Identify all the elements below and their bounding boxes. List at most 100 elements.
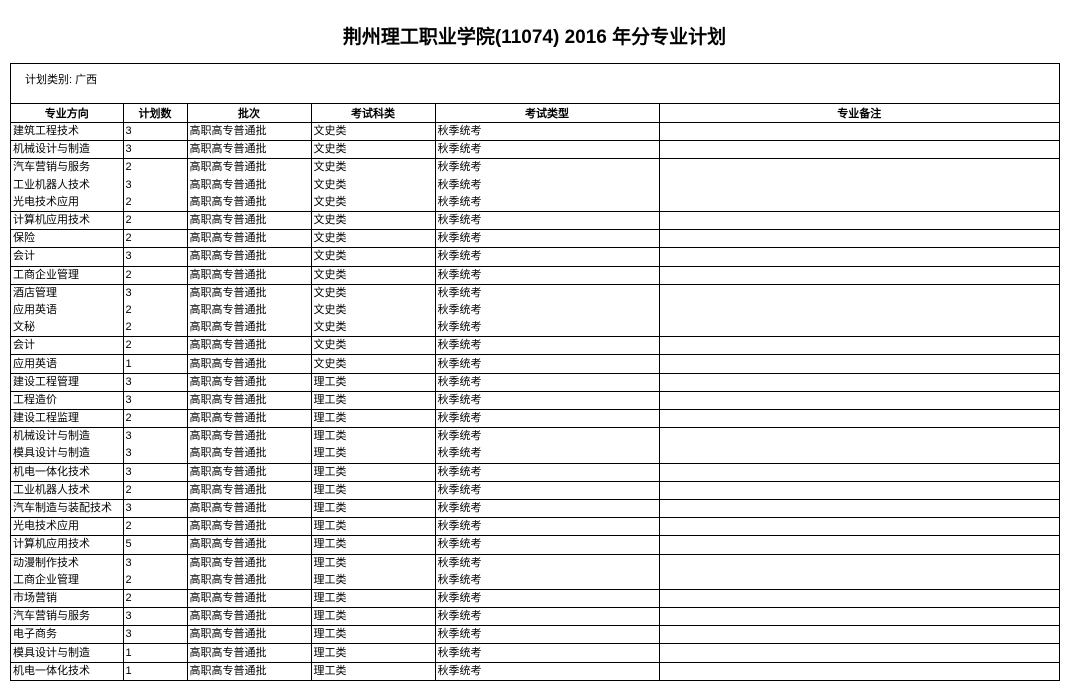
table-row: 工业机器人技术 2 高职高专普通批 理工类 秋季统考: [11, 481, 1059, 500]
cell-major: 光电技术应用: [11, 517, 124, 537]
cell-notes: [659, 229, 1059, 249]
cell-notes: [659, 247, 1059, 267]
cell-subject: 文史类: [311, 247, 436, 267]
cell-plan-count: 3: [123, 284, 188, 302]
table-row: 机电一体化技术 3 高职高专普通批 理工类 秋季统考: [11, 463, 1059, 482]
cell-subject: 文史类: [311, 158, 436, 177]
cell-major: 会计: [11, 247, 124, 267]
cell-plan-count: 2: [123, 301, 188, 320]
cell-plan-count: 3: [123, 176, 188, 194]
cell-major: 保险: [11, 229, 124, 249]
cell-batch: 高职高专普通批: [187, 122, 312, 142]
cell-batch: 高职高专普通批: [187, 662, 312, 680]
plan-category-value: 广西: [75, 74, 98, 86]
cell-exam-type: 秋季统考: [435, 607, 660, 627]
table-row: 工商企业管理 2 高职高专普通批 文史类 秋季统考: [11, 266, 1059, 285]
cell-major: 机电一体化技术: [11, 662, 124, 680]
cell-plan-count: 3: [123, 373, 188, 392]
table-row: 机械设计与制造 3 高职高专普通批 理工类 秋季统考: [11, 427, 1059, 446]
table-row: 机电一体化技术 1 高职高专普通批 理工类 秋季统考: [11, 662, 1059, 680]
cell-plan-count: 3: [123, 445, 188, 464]
cell-major: 计算机应用技术: [11, 211, 124, 231]
table-row: 电子商务 3 高职高专普通批 理工类 秋季统考: [11, 625, 1059, 645]
cell-notes: [659, 409, 1059, 429]
cell-notes: [659, 319, 1059, 338]
cell-exam-type: 秋季统考: [435, 193, 660, 212]
cell-subject: 理工类: [311, 409, 436, 429]
cell-batch: 高职高专普通批: [187, 554, 312, 572]
cell-exam-type: 秋季统考: [435, 625, 660, 645]
cell-batch: 高职高专普通批: [187, 643, 312, 663]
cell-exam-type: 秋季统考: [435, 445, 660, 464]
cell-major: 应用英语: [11, 301, 124, 320]
cell-subject: 文史类: [311, 122, 436, 142]
cell-plan-count: 2: [123, 589, 188, 609]
cell-subject: 理工类: [311, 643, 436, 663]
cell-notes: [659, 159, 1059, 177]
cell-major: 建设工程管理: [11, 373, 124, 392]
table-row: 光电技术应用 2 高职高专普通批 文史类 秋季统考: [11, 193, 1059, 212]
cell-notes: [659, 140, 1059, 160]
cell-major: 工商企业管理: [11, 571, 124, 590]
plan-category-label: 计划类别:: [25, 74, 73, 86]
header-batch: 批次: [187, 104, 312, 123]
cell-plan-count: 2: [123, 211, 188, 231]
cell-notes: [659, 177, 1059, 194]
header-notes: 专业备注: [659, 104, 1059, 123]
cell-notes: [659, 625, 1059, 645]
plan-category: 计划类别: 广西: [11, 64, 1059, 104]
cell-batch: 高职高专普通批: [187, 463, 312, 482]
cell-batch: 高职高专普通批: [187, 481, 312, 500]
table-row: 计算机应用技术 5 高职高专普通批 理工类 秋季统考: [11, 535, 1059, 555]
cell-subject: 理工类: [311, 571, 436, 590]
cell-notes: [659, 391, 1059, 411]
table-row: 机械设计与制造 3 高职高专普通批 文史类 秋季统考: [11, 140, 1059, 160]
cell-batch: 高职高专普通批: [187, 193, 312, 212]
cell-notes: [659, 428, 1059, 446]
cell-notes: [659, 499, 1059, 519]
cell-exam-type: 秋季统考: [435, 409, 660, 429]
cell-subject: 文史类: [311, 229, 436, 249]
cell-notes: [659, 662, 1059, 680]
cell-major: 模具设计与制造: [11, 445, 124, 464]
cell-exam-type: 秋季统考: [435, 158, 660, 177]
cell-exam-type: 秋季统考: [435, 211, 660, 231]
table-row: 汽车营销与服务 3 高职高专普通批 理工类 秋季统考: [11, 607, 1059, 627]
cell-exam-type: 秋季统考: [435, 266, 660, 285]
cell-subject: 文史类: [311, 319, 436, 338]
table-row: 工商企业管理 2 高职高专普通批 理工类 秋季统考: [11, 571, 1059, 590]
cell-notes: [659, 445, 1059, 464]
header-subject: 考试科类: [311, 104, 436, 123]
cell-batch: 高职高专普通批: [187, 409, 312, 429]
cell-exam-type: 秋季统考: [435, 336, 660, 356]
cell-subject: 理工类: [311, 373, 436, 392]
table-row: 应用英语 2 高职高专普通批 文史类 秋季统考: [11, 301, 1059, 320]
table-row: 汽车制造与装配技术 3 高职高专普通批 理工类 秋季统考: [11, 499, 1059, 519]
cell-plan-count: 1: [123, 354, 188, 374]
cell-plan-count: 3: [123, 554, 188, 572]
cell-major: 文秘: [11, 319, 124, 338]
cell-notes: [659, 284, 1059, 302]
cell-subject: 理工类: [311, 607, 436, 627]
cell-subject: 文史类: [311, 284, 436, 302]
cell-notes: [659, 554, 1059, 572]
cell-exam-type: 秋季统考: [435, 589, 660, 609]
cell-notes: [659, 122, 1059, 142]
cell-batch: 高职高专普通批: [187, 319, 312, 338]
cell-notes: [659, 373, 1059, 392]
cell-notes: [659, 517, 1059, 537]
cell-notes: [659, 643, 1059, 663]
table-row: 建设工程监理 2 高职高专普通批 理工类 秋季统考: [11, 409, 1059, 429]
cell-batch: 高职高专普通批: [187, 535, 312, 555]
table-row: 建设工程管理 3 高职高专普通批 理工类 秋季统考: [11, 373, 1059, 392]
cell-plan-count: 2: [123, 319, 188, 338]
cell-exam-type: 秋季统考: [435, 463, 660, 482]
cell-plan-count: 2: [123, 229, 188, 249]
table-row: 模具设计与制造 1 高职高专普通批 理工类 秋季统考: [11, 643, 1059, 663]
cell-exam-type: 秋季统考: [435, 229, 660, 249]
cell-batch: 高职高专普通批: [187, 427, 312, 446]
table-row: 工业机器人技术 3 高职高专普通批 文史类 秋季统考: [11, 176, 1059, 194]
cell-subject: 文史类: [311, 266, 436, 285]
cell-exam-type: 秋季统考: [435, 535, 660, 555]
plan-table-container: 计划类别: 广西 专业方向 计划数 批次 考试科类 考试类型 专业备注 建筑工程…: [10, 63, 1060, 681]
